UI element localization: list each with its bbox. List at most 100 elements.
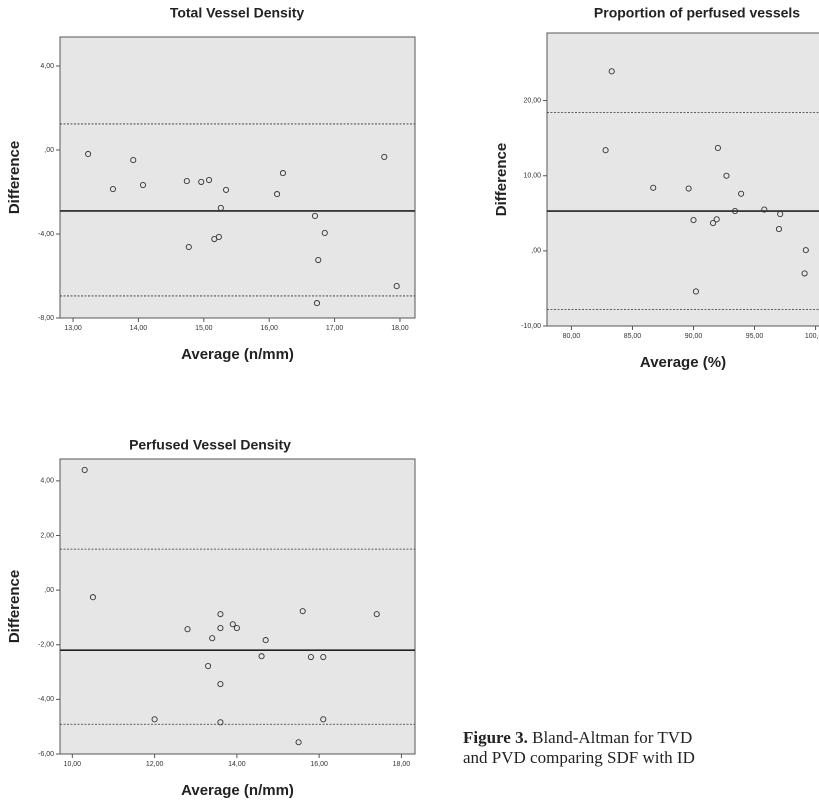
point [217,681,224,688]
y-tick-label: -8,00 [38,315,54,322]
point [761,206,768,213]
x-tick-label: 14,00 [228,761,246,768]
point [315,256,322,264]
x-tick-label: 17,00 [326,325,344,332]
point [313,300,320,307]
x-axis-label: Average (%) [640,354,726,371]
point [650,184,657,191]
point [217,611,224,618]
point [295,739,302,746]
point [685,185,692,192]
point [217,204,224,212]
point [381,153,388,160]
caption-label: Figure 3. [463,728,528,747]
point [777,211,784,218]
x-tick-label: 18,00 [391,325,409,332]
point [185,243,192,251]
point [279,170,286,177]
point [205,662,212,670]
y-tick-label: ,00 [531,248,541,255]
point [258,653,265,660]
point [229,621,236,628]
x-tick-label: 100,00 [805,333,819,340]
point [801,270,808,277]
plot-area [546,32,819,327]
point [393,283,400,290]
y-tick-label: -10,00 [521,323,541,330]
point [321,229,328,236]
y-axis-label: Difference [6,141,23,214]
point [89,594,96,601]
point [209,635,216,642]
x-tick-label: 16,00 [260,325,278,332]
x-tick-label: 80,00 [563,333,581,340]
point [81,466,88,473]
y-tick-label: -6,00 [38,751,54,758]
point [311,212,319,219]
point [184,626,191,633]
point [206,176,213,184]
x-tick-label: 15,00 [195,325,213,332]
point [731,208,739,215]
y-tick-label: -4,00 [38,231,54,238]
point [274,191,281,198]
point [109,186,117,193]
chart-title: Proportion of perfused vessels [594,5,800,21]
point [223,186,230,193]
point [217,719,224,726]
point [85,150,92,158]
x-tick-label: 90,00 [685,333,703,340]
point [151,716,158,723]
point [714,144,721,151]
x-axis-label: Average (n/mm) [181,346,294,363]
y-axis-label: Difference [493,143,510,216]
x-tick-label: 16,00 [310,761,328,768]
point [692,288,699,295]
point [130,157,137,164]
plot-area [59,36,416,319]
caption-line: and PVD comparing SDF with ID [463,748,695,767]
caption: Figure 3. Bland-Altman for TVD and PVD c… [463,728,695,768]
point [299,608,306,615]
chart-title: Perfused Vessel Density [129,437,291,453]
point [602,147,609,154]
x-axis-label: Average (n/mm) [181,782,294,799]
point [373,611,380,618]
y-tick-label: -2,00 [38,642,54,649]
y-tick-label: 20,00 [523,97,541,104]
point [775,226,783,233]
point [802,247,809,254]
caption-line: Figure 3. Bland-Altman for TVD [463,728,695,748]
x-tick-label: 18,00 [393,761,411,768]
caption-text: Bland-Altman for TVD [532,728,693,747]
y-tick-label: 10,00 [523,173,541,180]
y-tick-label: -4,00 [38,696,54,703]
x-tick-label: 85,00 [624,333,642,340]
y-tick-label: 2,00 [40,532,54,539]
y-tick-label: 4,00 [40,478,54,485]
point [723,172,730,179]
point [139,182,147,189]
point [233,625,240,632]
point [183,178,190,185]
y-tick-label: 4,00 [40,63,54,70]
point [307,653,314,661]
x-tick-label: 10,00 [64,761,82,768]
point [690,217,697,224]
x-tick-label: 12,00 [146,761,164,768]
y-tick-label: ,00 [44,147,54,154]
plot-area [59,458,416,755]
y-tick-label: ,00 [44,587,54,594]
y-axis-label: Difference [6,570,23,643]
chart-title: Total Vessel Density [170,5,305,21]
point [215,233,222,240]
point [738,190,745,197]
point [217,625,224,632]
point [320,716,327,723]
point [608,68,615,75]
x-tick-label: 14,00 [130,325,148,332]
point [198,178,205,185]
point [320,653,327,661]
